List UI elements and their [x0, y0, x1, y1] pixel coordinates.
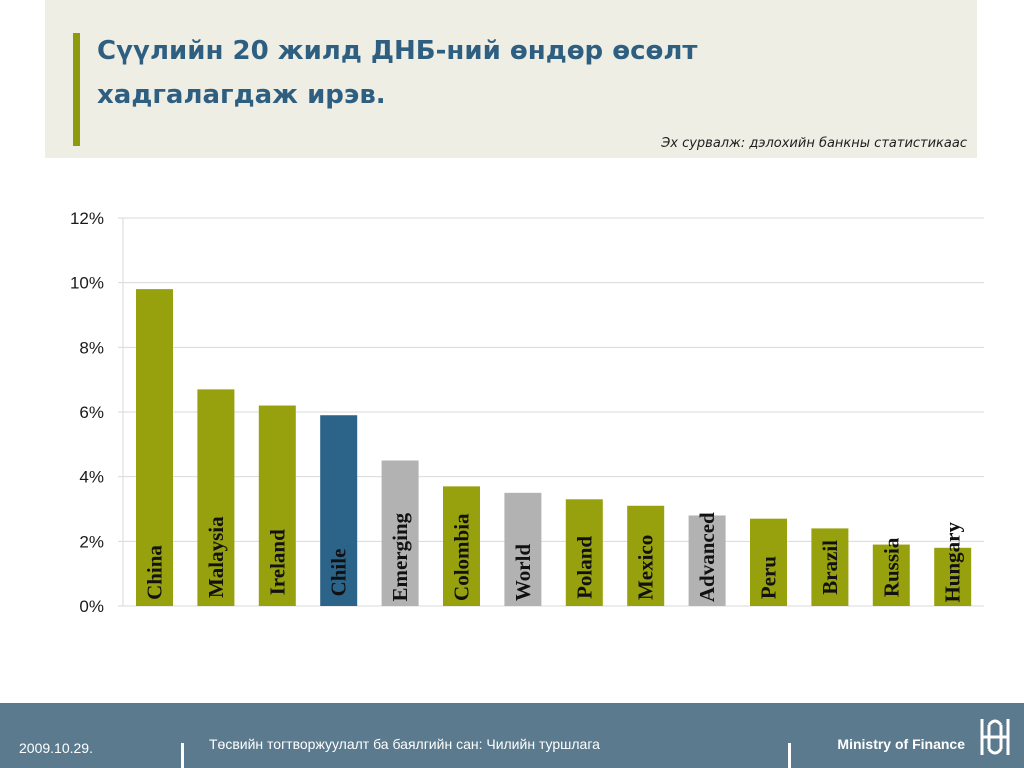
bar-label-peru: Peru: [757, 556, 781, 599]
page-title: Сүүлийн 20 жилд ДНБ-ний өндөр өсөлт хадг…: [97, 29, 937, 117]
title-line-2: хадгалагдаж ирэв.: [97, 80, 386, 110]
bar-label-russia: Russia: [879, 537, 903, 597]
y-tick-label: 10%: [70, 274, 104, 293]
bar-label-hungary: Hungary: [941, 522, 965, 603]
ministry-logo-icon: [980, 719, 1010, 755]
bar-label-mexico: Mexico: [634, 535, 658, 600]
source-note: Эх сурвалж: дэлохийн банкны статистикаас: [661, 136, 967, 151]
bar-label-malaysia: Malaysia: [204, 516, 228, 598]
bar-label-ireland: Ireland: [265, 529, 289, 595]
title-accent-bar: [73, 33, 80, 146]
bar-labels: China Malaysia Ireland Chile Emerging Colombi…: [143, 512, 965, 603]
y-tick-label: 2%: [79, 532, 104, 551]
bar-label-world: World: [511, 544, 535, 601]
bar-label-chile: Chile: [327, 549, 351, 597]
bar-advanced: [688, 515, 726, 606]
bar-world: [504, 492, 542, 606]
bar-china: [136, 289, 173, 606]
y-tick-label: 4%: [79, 468, 104, 487]
grid-lines: [118, 217, 984, 607]
footer-date: 2009.10.29.: [19, 740, 93, 756]
gdp-growth-bar-chart: 0%2%4%6%8%10%12% China Malaysia Ireland Chi…: [70, 209, 984, 616]
bar-hungary: [934, 547, 972, 606]
y-axis-ticks: 0% 2% 4% 6% 8% 10% 12%: [70, 209, 104, 616]
bar-colombia: [443, 486, 480, 606]
footer-organization: Ministry of Finance: [837, 736, 965, 752]
bar-label-advanced: Advanced: [695, 512, 719, 602]
footer-bar: 2009.10.29. Төсвийн тогтворжуулалт ба ба…: [0, 703, 1024, 768]
bar-poland: [565, 499, 603, 606]
bar-russia: [872, 544, 910, 606]
footer-divider: [788, 743, 791, 768]
y-tick-label: 6%: [79, 403, 104, 422]
header-panel: [45, 0, 977, 158]
bar-chile: [320, 415, 358, 606]
y-tick-label: 12%: [70, 209, 104, 228]
bar-malaysia: [197, 389, 235, 606]
bar-label-brazil: Brazil: [818, 540, 842, 595]
bar-peru: [750, 518, 787, 606]
footer-subject: Төсвийн тогтворжуулалт ба баялгийн сан: …: [209, 736, 600, 752]
bar-ireland: [258, 405, 296, 606]
bar-mexico: [627, 505, 665, 606]
footer-divider: [181, 743, 184, 768]
title-line-1: Сүүлийн 20 жилд ДНБ-ний өндөр өсөлт: [97, 36, 698, 66]
bar-brazil: [811, 528, 849, 606]
y-tick-label: 0%: [79, 597, 104, 616]
bar-label-poland: Poland: [572, 536, 596, 599]
bars: [136, 289, 972, 606]
bar-label-emerging: Emerging: [388, 512, 412, 601]
y-tick-label: 8%: [79, 338, 104, 357]
bar-emerging: [381, 460, 419, 606]
bar-label-colombia: Colombia: [450, 513, 474, 601]
bar-label-china: China: [143, 545, 167, 600]
